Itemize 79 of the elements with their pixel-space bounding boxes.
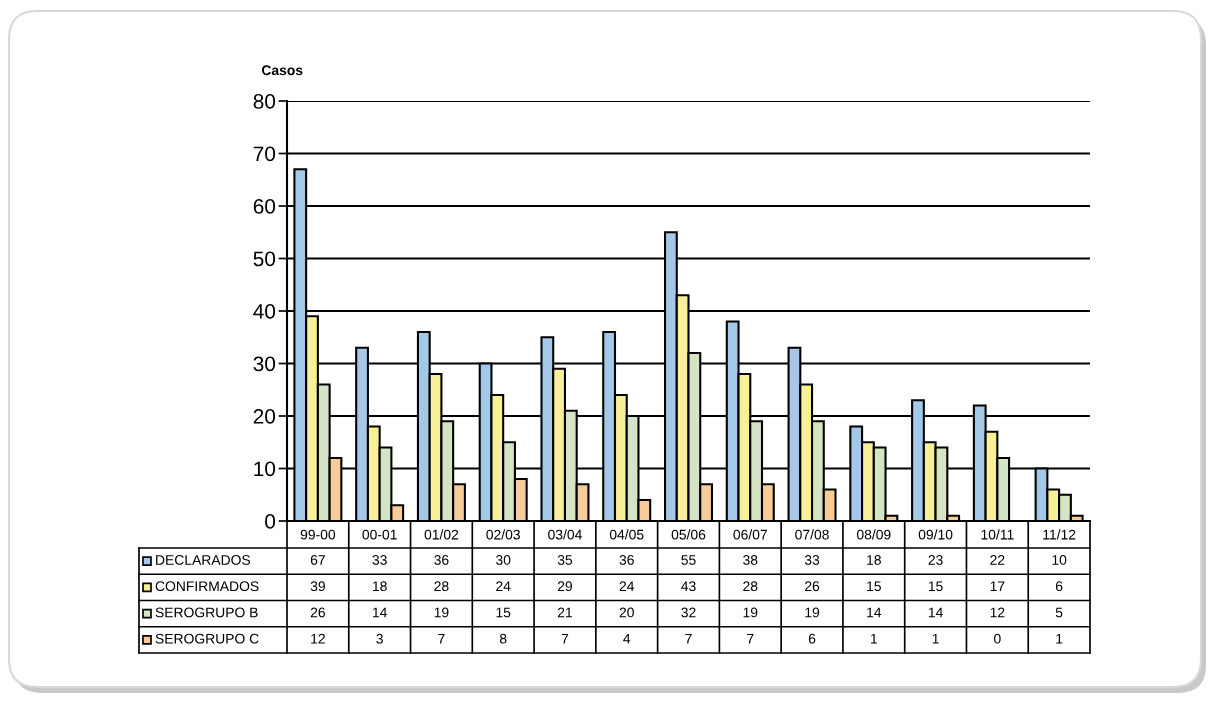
y-tick-label: 10	[254, 461, 276, 477]
data-label: 1	[871, 633, 877, 644]
data-label: 15	[928, 581, 943, 592]
data-label: 43	[681, 581, 696, 592]
data-label: 8	[499, 633, 507, 644]
data-label: 20	[619, 607, 634, 618]
data-label: 55	[681, 555, 696, 565]
data-label: 18	[867, 555, 881, 565]
data-label: 7	[685, 633, 692, 644]
x-tick-label: 99-00	[300, 529, 336, 540]
data-label: 23	[928, 555, 943, 565]
data-label: 22	[990, 555, 1005, 565]
data-label: 19	[743, 607, 758, 618]
x-tick-label: 04/05	[609, 529, 644, 540]
data-label: 4	[623, 633, 631, 644]
x-tick-label: 09/10	[918, 529, 953, 540]
data-label: 10	[1052, 555, 1067, 565]
data-label: 38	[743, 555, 758, 565]
data-label: 6	[1055, 581, 1063, 592]
x-tick-label: 02/03	[486, 529, 520, 540]
data-label: 17	[990, 581, 1005, 591]
data-label: 1	[1056, 633, 1063, 644]
y-tick-label: 30	[253, 356, 276, 372]
data-label: 14	[372, 607, 387, 618]
data-label: 67	[310, 555, 325, 565]
data-label: 28	[434, 581, 449, 592]
legend-label: SEROGRUPO C	[155, 633, 259, 644]
data-label: 39	[310, 581, 325, 592]
data-label: 3	[376, 633, 383, 644]
data-label: 33	[372, 555, 387, 565]
data-label: 24	[619, 581, 635, 591]
data-label: 18	[372, 581, 387, 592]
x-tick-label: 01/02	[424, 529, 459, 540]
data-label: 12	[311, 633, 325, 644]
data-label: 14	[867, 607, 882, 618]
data-label: 14	[928, 607, 943, 618]
x-tick-label: 11/12	[1043, 529, 1076, 540]
data-label: 5	[1055, 607, 1063, 618]
data-label: 19	[805, 607, 820, 618]
data-label: 1	[932, 633, 939, 644]
data-label: 7	[747, 633, 754, 644]
y-axis-title: Casos	[261, 65, 303, 76]
legend-label: CONFIRMADOS	[155, 581, 259, 592]
x-tick-label: 03/04	[548, 529, 582, 540]
data-label: 30	[496, 555, 511, 565]
y-tick-label: 80	[253, 94, 276, 109]
data-label: 15	[496, 607, 511, 618]
x-tick-label: 08/09	[856, 529, 891, 540]
data-label: 26	[310, 607, 325, 618]
data-label: 35	[557, 555, 573, 565]
x-tick-label: 07/08	[795, 529, 829, 540]
legend-label: SEROGRUPO B	[155, 607, 258, 618]
data-label: 6	[808, 633, 816, 644]
x-tick-label: 06/07	[733, 529, 767, 540]
data-label: 32	[681, 607, 696, 618]
data-label: 26	[805, 581, 820, 592]
data-label: 7	[438, 633, 445, 644]
data-label: 33	[804, 555, 820, 565]
data-label: 21	[557, 607, 573, 618]
data-label: 19	[434, 607, 449, 618]
data-label: 29	[557, 581, 573, 592]
data-label: 36	[619, 555, 634, 565]
y-tick-label: 20	[253, 409, 276, 424]
y-tick-label: 40	[253, 304, 276, 319]
data-label: 7	[561, 633, 569, 644]
x-tick-label: 00-01	[362, 529, 397, 540]
legend-label: DECLARADOS	[156, 555, 251, 565]
y-tick-label: 70	[253, 146, 276, 162]
data-label: 12	[990, 607, 1005, 618]
data-label: 24	[496, 581, 511, 591]
data-label: 28	[743, 581, 758, 592]
y-tick-label: 60	[253, 199, 276, 214]
data-label: 15	[867, 581, 881, 592]
data-label: 36	[434, 555, 449, 565]
x-tick-label: 10/11	[981, 529, 1014, 540]
data-label: 0	[994, 633, 1001, 644]
y-tick-label: 0	[265, 514, 276, 529]
y-tick-label: 50	[253, 251, 276, 267]
x-tick-label: 05/06	[671, 529, 706, 540]
